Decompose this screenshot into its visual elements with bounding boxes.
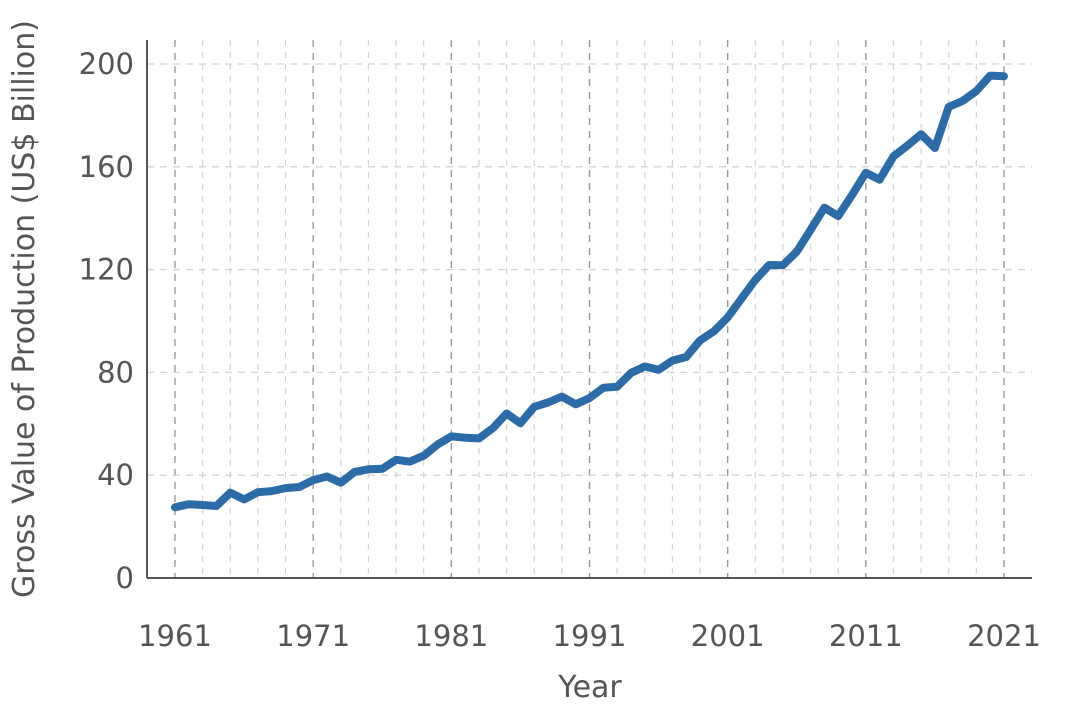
series-line (171, 71, 1008, 512)
y-tick-label: 120 (79, 253, 134, 287)
axes (146, 40, 1032, 579)
x-tick-label: 1961 (138, 619, 212, 653)
y-tick-label: 40 (97, 458, 134, 492)
x-tick-label: 2011 (829, 619, 903, 653)
y-tick-label: 0 (116, 561, 134, 595)
x-tick-labels: 1961 1971 1981 1991 2001 2011 2021 (138, 619, 1041, 653)
series-group (171, 71, 1008, 512)
y-axis-title: Gross Value of Production (US$ Billion) (7, 20, 42, 598)
y-tick-label: 200 (79, 47, 134, 81)
x-tick-label: 2001 (691, 619, 765, 653)
x-tick-label: 1981 (414, 619, 488, 653)
x-tick-label: 1971 (276, 619, 350, 653)
grid-lines (147, 40, 1032, 578)
x-tick-label: 1991 (553, 619, 627, 653)
y-tick-label: 80 (97, 355, 134, 389)
y-tick-label: 160 (79, 150, 134, 184)
y-tick-labels: 0 40 80 120 160 200 (79, 47, 134, 595)
x-tick-label: 2021 (967, 619, 1041, 653)
x-axis-title: Year (557, 670, 622, 705)
